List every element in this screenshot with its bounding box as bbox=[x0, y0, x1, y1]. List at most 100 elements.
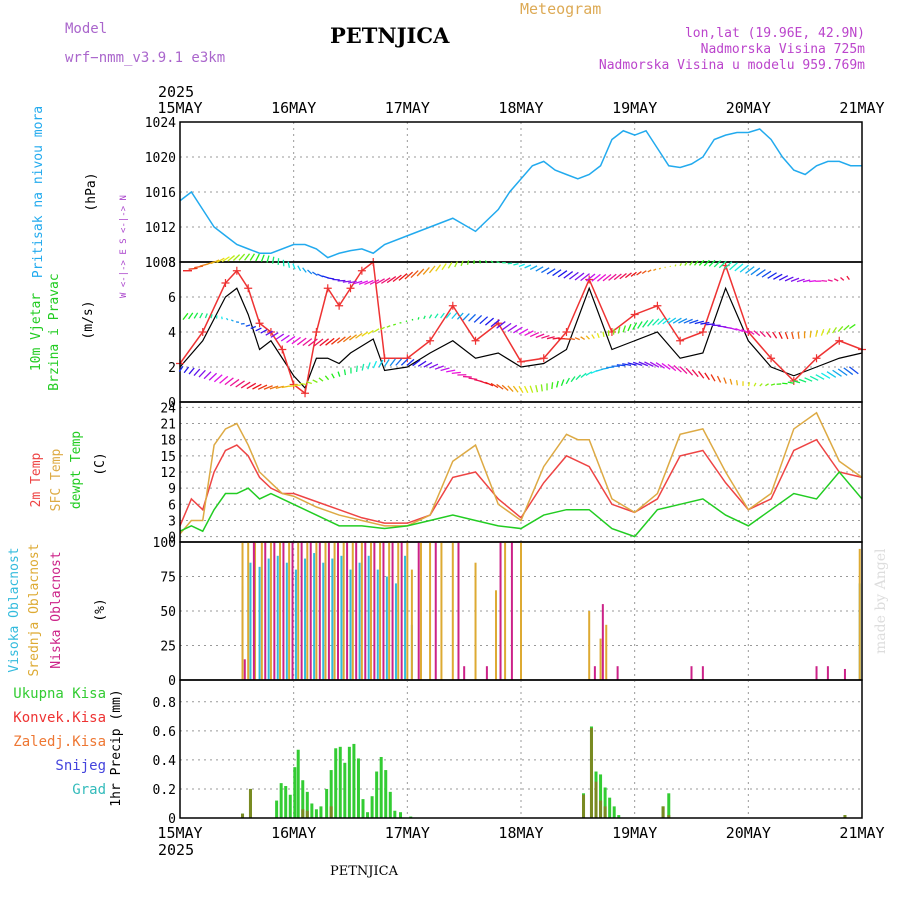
bar bbox=[434, 542, 437, 680]
wind-arrow bbox=[392, 274, 402, 283]
y-tick-label: 18 bbox=[160, 434, 176, 449]
gust-marker bbox=[301, 389, 310, 398]
wind-arrow bbox=[361, 363, 365, 371]
wind-arrow bbox=[791, 331, 795, 340]
wind-arrow bbox=[667, 317, 677, 324]
year-label-bottom: 2025 bbox=[158, 841, 194, 859]
wind-arrow bbox=[423, 315, 426, 320]
wind-arrow bbox=[729, 327, 738, 331]
wind-arrow bbox=[608, 273, 617, 281]
wind-arrow bbox=[761, 270, 772, 278]
bar bbox=[273, 542, 276, 680]
bar bbox=[603, 806, 607, 818]
wind-arrow bbox=[790, 277, 800, 282]
wind-arrow bbox=[440, 367, 450, 372]
wind-arrow bbox=[658, 267, 662, 270]
wind-arrow bbox=[221, 256, 230, 263]
wind-arrow bbox=[466, 260, 470, 265]
bar bbox=[309, 542, 312, 680]
time-tick-label-bottom: 18MAY bbox=[498, 824, 543, 842]
wind-arrow bbox=[381, 277, 391, 284]
precip-legend-entry: Snijeg bbox=[55, 758, 106, 774]
wind-arrow bbox=[496, 261, 500, 264]
wind-arrow bbox=[182, 312, 189, 321]
wind-arrow bbox=[296, 337, 307, 346]
wind-arrow bbox=[524, 385, 529, 394]
y-axis-unit: (hPa) bbox=[84, 172, 99, 211]
wind-arrow bbox=[287, 261, 291, 268]
bar bbox=[355, 542, 358, 680]
wind-arrow bbox=[529, 385, 534, 393]
wind-arrow bbox=[250, 325, 257, 330]
gust-marker bbox=[335, 301, 344, 310]
wind-arrow bbox=[300, 382, 307, 386]
bar bbox=[322, 562, 325, 680]
wind-arrow bbox=[178, 365, 184, 372]
wind-arrow bbox=[451, 312, 458, 320]
gust-marker bbox=[357, 266, 366, 275]
bar bbox=[315, 542, 318, 680]
wind-arrow bbox=[246, 382, 257, 390]
wind-arrow bbox=[674, 264, 677, 267]
wind-arrow bbox=[372, 360, 378, 369]
wind-arrow bbox=[270, 332, 279, 338]
wind-arrow bbox=[292, 263, 296, 270]
wind-arrow bbox=[546, 336, 555, 340]
wind-arrow bbox=[229, 378, 240, 387]
wind-arrow bbox=[773, 273, 783, 280]
wind-arrow bbox=[700, 321, 710, 325]
wind-arrow bbox=[245, 324, 251, 327]
bar bbox=[291, 542, 294, 680]
wind-arrow bbox=[833, 278, 839, 282]
wind-arrow bbox=[235, 380, 245, 388]
wind-arrow bbox=[580, 372, 587, 379]
bar bbox=[589, 727, 593, 818]
bar bbox=[360, 542, 363, 680]
y-axis-label: SFC Temp bbox=[49, 449, 64, 512]
wind-arrow bbox=[336, 336, 346, 344]
bar bbox=[379, 756, 383, 818]
bar bbox=[815, 666, 818, 680]
bar bbox=[499, 542, 502, 680]
wind-arrow bbox=[827, 279, 833, 282]
bar bbox=[293, 767, 297, 818]
bar bbox=[361, 799, 365, 818]
wind-arrow bbox=[252, 383, 262, 390]
bar bbox=[285, 562, 288, 680]
wind-arrow bbox=[440, 312, 445, 319]
wind-arrow bbox=[778, 275, 789, 281]
wind-arrow bbox=[193, 312, 199, 319]
y-tick-label: 1008 bbox=[145, 256, 176, 271]
bar bbox=[404, 555, 407, 680]
bar bbox=[252, 542, 255, 680]
wind-arrow bbox=[331, 373, 335, 379]
wind-arrow bbox=[361, 331, 369, 337]
wind-arrow bbox=[772, 331, 778, 339]
bar bbox=[826, 666, 829, 680]
wind-arrow bbox=[541, 267, 550, 274]
wind-arrow bbox=[619, 273, 627, 280]
gust-marker bbox=[539, 354, 548, 363]
wind-arrow bbox=[462, 375, 472, 378]
y-tick-label: 100 bbox=[153, 536, 176, 551]
time-tick-label-top: 20MAY bbox=[726, 99, 771, 117]
bar bbox=[264, 542, 267, 680]
y-axis-unit: (m/s) bbox=[81, 300, 96, 339]
wind-arrow bbox=[490, 382, 499, 389]
bar bbox=[288, 794, 292, 818]
wind-arrow bbox=[560, 379, 565, 386]
wind-arrow bbox=[657, 317, 666, 326]
gust-marker bbox=[676, 336, 685, 345]
y-tick-label: 75 bbox=[160, 571, 176, 586]
bar bbox=[494, 590, 497, 680]
wind-arrow bbox=[369, 279, 380, 285]
wind-arrow bbox=[557, 270, 568, 278]
wind-arrow bbox=[632, 322, 638, 330]
wind-arrow bbox=[535, 333, 545, 339]
bar bbox=[370, 796, 374, 818]
wind-arrow bbox=[269, 385, 279, 390]
y-tick-label: 3 bbox=[168, 514, 176, 529]
footer-station: PETNJICA bbox=[330, 864, 399, 879]
wind-arrow bbox=[652, 318, 660, 326]
wind-arrow bbox=[745, 266, 755, 274]
